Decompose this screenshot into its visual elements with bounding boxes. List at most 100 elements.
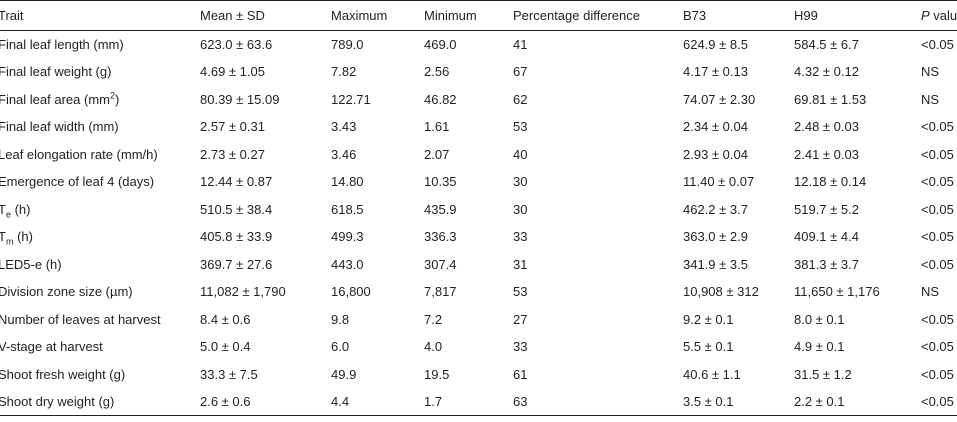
- trait-label: Emergence of leaf 4 (days): [0, 174, 155, 190]
- b73-cell: 624.9 ± 8.5: [683, 37, 748, 52]
- minimum-cell: 435.9: [424, 201, 457, 217]
- percentage-difference-cell: 31: [513, 256, 528, 272]
- maximum-cell: 443.0: [331, 256, 364, 272]
- table-row: Shoot dry weight (g) 2.6 ± 0.6 4.4 1.7 63 3.5…: [0, 388, 957, 416]
- trait-label-tail: (h): [13, 229, 33, 245]
- b73-cell: 9.2 ± 0.1: [683, 311, 734, 327]
- h99-cell: 584.5 ± 6.7: [794, 37, 859, 52]
- trait-label: Final leaf length (mm): [0, 37, 124, 52]
- trait-label: T: [0, 229, 6, 245]
- table-row: Final leaf width (mm) 2.57 ± 0.31 3.43 1.61…: [0, 113, 957, 141]
- maximum-cell: 9.8: [331, 311, 350, 327]
- mean-sd-cell: 510.5 ± 38.4: [200, 201, 273, 217]
- b73-cell: 3.5 ± 0.1: [683, 388, 794, 416]
- mean-sd-cell: 405.8 ± 33.9: [200, 229, 273, 245]
- trait-cell: Te (h): [0, 196, 200, 224]
- header-b73: B73: [683, 0, 794, 31]
- minimum-cell: 4.0: [424, 339, 443, 355]
- header-h99: H99: [794, 0, 921, 31]
- maximum-cell: 7.82: [331, 64, 357, 80]
- h99-cell: 409.1 ± 4.4: [794, 229, 859, 245]
- minimum-cell: 46.82: [424, 91, 457, 107]
- b73-cell: 462.2 ± 3.7: [683, 201, 748, 217]
- maximum-cell: 618.5: [331, 201, 364, 217]
- mean-sd-cell: 623.0 ± 63.6: [200, 37, 273, 52]
- trait-cell: Division zone size (µm): [0, 278, 200, 306]
- h99-cell: 4.9 ± 0.1: [794, 339, 845, 355]
- trait-label: V-stage at harvest: [0, 339, 103, 355]
- mean-sd-cell: 8.4 ± 0.6: [200, 311, 251, 327]
- percentage-difference-cell: 33: [513, 229, 528, 245]
- trait-label: Final leaf weight (g): [0, 64, 112, 80]
- minimum-cell: 19.5: [424, 366, 450, 382]
- table-row: Tm (h) 405.8 ± 33.9 499.3 336.3 33 363.0 ± 2.…: [0, 223, 957, 251]
- h99-cell: 69.81 ± 1.53: [794, 91, 867, 107]
- percentage-difference-cell: 61: [513, 366, 528, 382]
- maximum-cell: 4.4: [331, 388, 424, 416]
- trait-label: Final leaf width (mm): [0, 119, 119, 135]
- table-row: Shoot fresh weight (g) 33.3 ± 7.5 49.9 19.5…: [0, 361, 957, 389]
- b73-cell: 341.9 ± 3.5: [683, 256, 748, 272]
- trait-cell: Final leaf width (mm): [0, 113, 200, 141]
- trait-cell: V-stage at harvest: [0, 333, 200, 361]
- b73-cell: 11.40 ± 0.07: [683, 174, 755, 190]
- header-maximum: Maximum: [331, 0, 424, 31]
- table-row: Final leaf weight (g) 4.69 ± 1.05 7.82 2.56…: [0, 58, 957, 86]
- trait-cell: Tm (h): [0, 223, 200, 251]
- minimum-cell: 307.4: [424, 256, 457, 272]
- b73-cell: 4.17 ± 0.13: [683, 64, 748, 80]
- percentage-difference-cell: 53: [513, 119, 528, 135]
- percentage-difference-cell: 30: [513, 201, 528, 217]
- trait-label: Division zone size (µm): [0, 284, 133, 300]
- h99-cell: 8.0 ± 0.1: [794, 311, 845, 327]
- h99-cell: 519.7 ± 5.2: [794, 201, 859, 217]
- mean-sd-cell: 11,082 ± 1,790: [200, 284, 286, 300]
- maximum-cell: 49.9: [331, 366, 357, 382]
- header-percentage-difference: Percentage difference: [513, 0, 683, 31]
- trait-cell: Final leaf area (mm2): [0, 86, 200, 114]
- header-trait: Trait: [0, 0, 200, 31]
- p-value-cell: NS: [921, 284, 940, 300]
- p-value-cell: <0.05: [921, 37, 954, 52]
- minimum-cell: 7.2: [424, 311, 443, 327]
- trait-label-tail: (h): [10, 201, 31, 217]
- p-value-cell: <0.05: [921, 366, 954, 382]
- trait-label: Shoot fresh weight (g): [0, 366, 126, 382]
- b73-cell: 2.34 ± 0.04: [683, 119, 748, 135]
- table-row: Final leaf length (mm) 623.0 ± 63.6 789.0 4…: [0, 31, 957, 59]
- maximum-cell: 789.0: [331, 37, 364, 52]
- trait-cell: LED5-e (h): [0, 251, 200, 279]
- table-body: Final leaf length (mm) 623.0 ± 63.6 789.0 4…: [0, 31, 957, 416]
- b73-cell: 5.5 ± 0.1: [683, 339, 734, 355]
- minimum-cell: 1.7: [424, 388, 513, 416]
- table-row: Te (h) 510.5 ± 38.4 618.5 435.9 30 462.2 ± 3.…: [0, 196, 957, 224]
- trait-label: Number of leaves at harvest: [0, 311, 161, 327]
- table-row: V-stage at harvest 5.0 ± 0.4 6.0 4.0 33 5.5 ±…: [0, 333, 957, 361]
- header-mean-sd: Mean ± SD: [200, 0, 331, 31]
- p-value-cell: NS: [921, 64, 940, 80]
- trait-label: Final leaf area (mm: [0, 91, 110, 107]
- p-value-cell: <0.05: [921, 229, 954, 245]
- b73-cell: 2.93 ± 0.04: [683, 146, 748, 162]
- trait-cell: Shoot dry weight (g): [0, 388, 200, 416]
- mean-sd-cell: 369.7 ± 27.6: [200, 256, 273, 272]
- b73-cell: 40.6 ± 1.1: [683, 366, 741, 382]
- percentage-difference-cell: 53: [513, 284, 528, 300]
- mean-sd-cell: 2.73 ± 0.27: [200, 146, 265, 162]
- table-row: LED5-e (h) 369.7 ± 27.6 443.0 307.4 31 341.9 …: [0, 251, 957, 279]
- mean-sd-cell: 2.6 ± 0.6: [200, 388, 331, 416]
- minimum-cell: 7,817: [424, 284, 457, 300]
- mean-sd-cell: 12.44 ± 0.87: [200, 174, 273, 190]
- p-value-cell: <0.05: [921, 256, 954, 272]
- minimum-cell: 1.61: [424, 119, 450, 135]
- maximum-cell: 499.3: [331, 229, 364, 245]
- trait-superscript: 2: [109, 90, 115, 101]
- b73-cell: 10,908 ± 312: [683, 284, 759, 300]
- p-value-cell: NS: [921, 91, 940, 107]
- p-value-cell: <0.05: [921, 339, 954, 355]
- header-p-value: P value: [921, 0, 957, 31]
- minimum-cell: 2.56: [424, 64, 450, 80]
- maximum-cell: 14.80: [331, 174, 364, 190]
- header-p-italic: P: [921, 8, 930, 23]
